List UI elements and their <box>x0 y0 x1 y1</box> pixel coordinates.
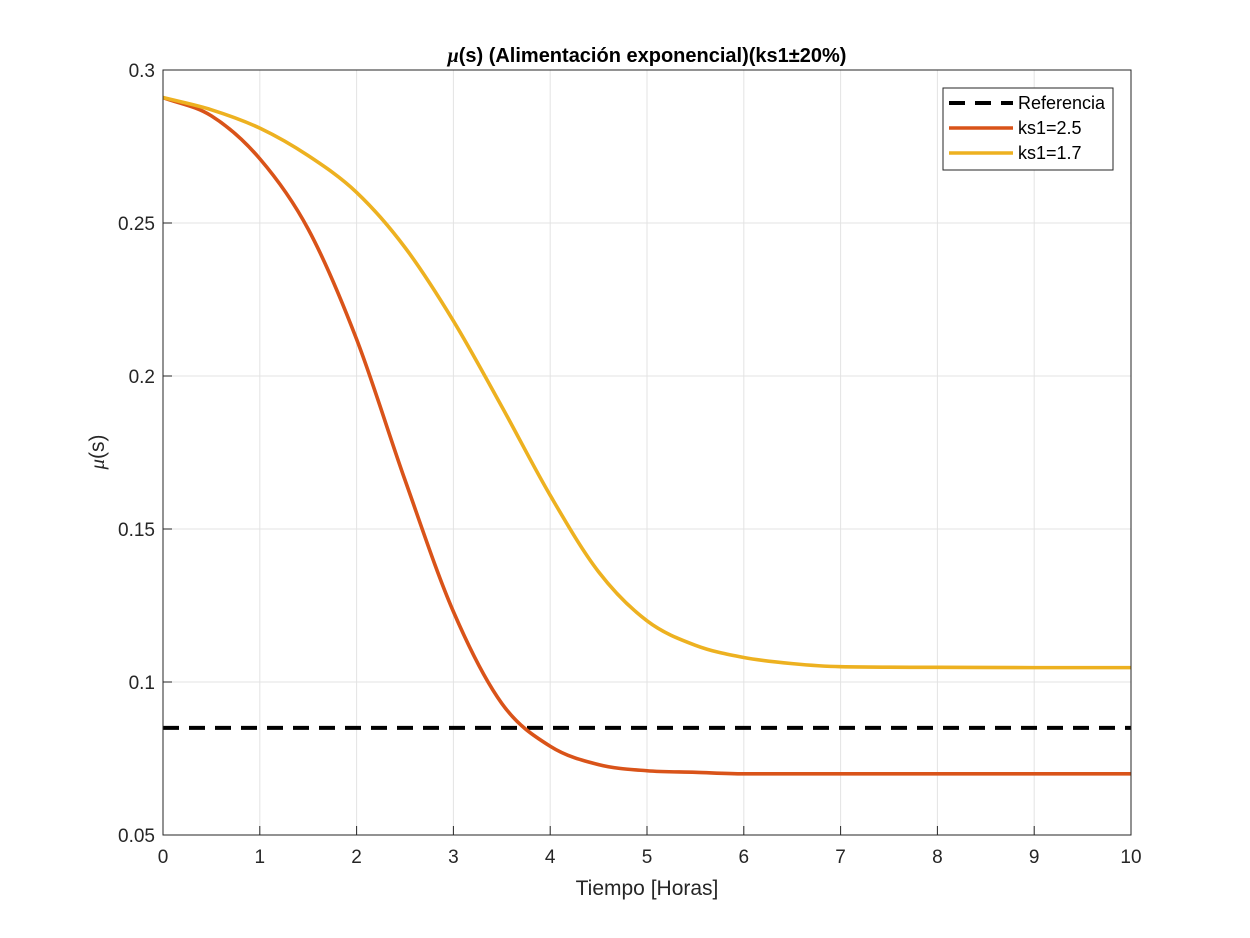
x-tick-label: 8 <box>932 847 943 868</box>
y-tick-label: 0.1 <box>129 673 155 694</box>
legend-label: ks1=2.5 <box>1018 118 1082 138</box>
legend: Referencia ks1=2.5 ks1=1.7 <box>942 87 1114 171</box>
series-line-2 <box>162 95 1131 670</box>
x-tick-label: 3 <box>448 847 459 868</box>
x-tick-label: 4 <box>545 847 556 868</box>
y-tick-label: 0.25 <box>118 214 155 235</box>
ticks <box>162 69 1132 836</box>
series-layer <box>162 95 1131 776</box>
chart-title: μ(s) (Alimentación exponencial)(ks1±20%) <box>447 45 847 67</box>
x-tick-label: 7 <box>835 847 846 868</box>
y-tick-label: 0.05 <box>118 826 155 847</box>
x-axis-label: Tiempo [Horas] <box>576 877 719 900</box>
y-tick-label: 0.2 <box>129 367 155 388</box>
x-tick-label: 0 <box>158 847 169 868</box>
x-tick-label: 10 <box>1120 847 1141 868</box>
x-tick-label: 6 <box>739 847 750 868</box>
tick-labels: 0 1 2 3 4 5 6 7 8 9 10 0.05 0.1 0.15 0.2 0.25 0.3 <box>118 61 1142 868</box>
series-line-1 <box>162 95 1131 776</box>
x-tick-label: 9 <box>1029 847 1040 868</box>
y-tick-label: 0.3 <box>129 61 155 82</box>
x-tick-label: 1 <box>255 847 266 868</box>
y-axis-label: μ(s) <box>85 434 109 470</box>
legend-label: Referencia <box>1018 93 1106 113</box>
x-tick-label: 5 <box>642 847 653 868</box>
legend-label: ks1=1.7 <box>1018 143 1082 163</box>
y-tick-label: 0.15 <box>118 520 155 541</box>
x-tick-label: 2 <box>351 847 362 868</box>
